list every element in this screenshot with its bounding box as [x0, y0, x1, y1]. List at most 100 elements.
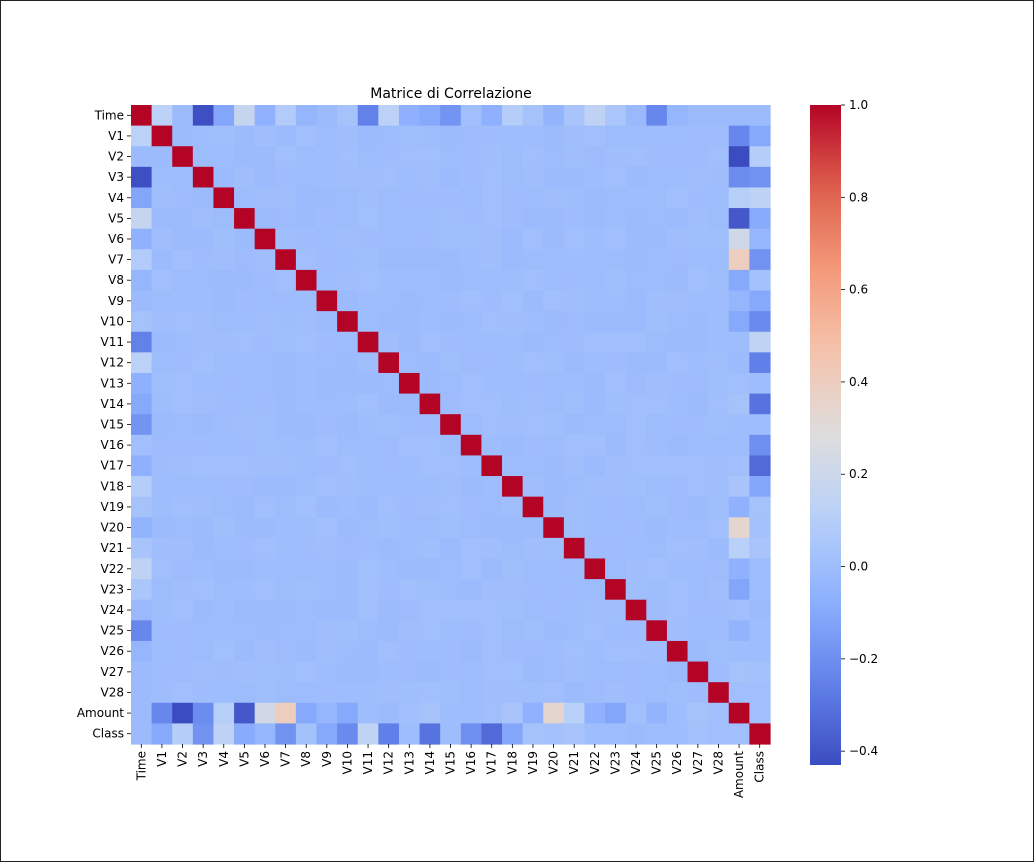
heatmap-cell-V28-Amount: [728, 682, 750, 704]
heatmap-cell-V8-V14: [419, 269, 441, 292]
heatmap-cell-V6-V7: [275, 228, 297, 250]
heatmap-cell-Class-V17: [481, 723, 503, 745]
heatmap-cell-V21-V10: [337, 537, 359, 560]
heatmap-cell-V27-V3: [192, 661, 215, 683]
heatmap-cell-V26-V3: [192, 640, 215, 663]
heatmap-cell-V12-V7: [275, 352, 297, 374]
heatmap-cell-V25-V21: [563, 620, 586, 642]
heatmap-cell-Class-V27: [687, 723, 709, 745]
heatmap-cell-V13-V16: [460, 372, 483, 395]
heatmap-cell-V7-Time: [131, 249, 153, 271]
heatmap-cell-V19-V2: [172, 496, 194, 518]
heatmap-cell-V19-V20: [543, 496, 565, 518]
heatmap-cell-V4-V5: [234, 187, 256, 209]
heatmap-cell-Class-V8: [295, 723, 318, 745]
heatmap-cell-V13-Time: [131, 372, 153, 395]
heatmap-cell-V14-V11: [357, 393, 379, 415]
heatmap-cell-V17-V21: [563, 455, 586, 477]
heatmap-cell-V18-V23: [605, 476, 627, 498]
heatmap-cell-V1-V8: [295, 125, 318, 147]
x-tick-label-V21: V21: [567, 751, 581, 774]
heatmap-cell-V16-V1: [151, 434, 173, 457]
heatmap-cell-V3-V9: [316, 166, 338, 189]
heatmap-cell-V3-Time: [131, 166, 153, 189]
heatmap-cell-V25-V26: [666, 620, 689, 642]
heatmap-cell-V5-V22: [584, 208, 606, 230]
heatmap-cell-V13-Class: [749, 372, 771, 395]
heatmap-cell-V15-V18: [502, 414, 524, 436]
heatmap-cell-V7-V12: [378, 249, 400, 271]
heatmap-cell-V23-V19: [522, 579, 544, 601]
heatmap-cell-V12-V19: [522, 352, 544, 374]
heatmap-cell-V12-V17: [481, 352, 503, 374]
heatmap-cell-V27-Amount: [728, 661, 750, 683]
heatmap-cell-V27-V20: [543, 661, 565, 683]
heatmap-cell-V3-V12: [378, 166, 400, 189]
heatmap-cell-V4-V9: [316, 187, 338, 209]
heatmap-cell-V26-V1: [151, 640, 173, 663]
x-tick-label-V11: V11: [361, 751, 375, 774]
heatmap-cell-V5-V18: [502, 208, 524, 230]
heatmap-cell-V22-Time: [131, 558, 153, 580]
heatmap-cell-V20-V21: [563, 517, 586, 539]
heatmap-cell-V26-V10: [337, 640, 359, 663]
heatmap-cell-V9-V24: [625, 290, 647, 312]
heatmap-cell-V23-V13: [398, 579, 421, 601]
heatmap-cell-Class-V16: [460, 723, 483, 745]
heatmap-cell-Amount-V12: [378, 702, 400, 724]
heatmap-cell-Time-V14: [419, 105, 441, 127]
heatmap-cell-V8-V11: [357, 269, 379, 292]
heatmap-cell-V16-V18: [502, 434, 524, 457]
heatmap-cell-V28-V23: [605, 682, 627, 704]
colorbar-tick-label: 0.4: [849, 375, 868, 389]
heatmap-cell-V24-V15: [440, 599, 462, 621]
heatmap-cell-V5-V23: [605, 208, 627, 230]
heatmap-cell-Amount-V25: [646, 702, 668, 724]
heatmap-cell-V16-V13: [398, 434, 421, 457]
heatmap-cell-V8-V15: [440, 269, 462, 292]
heatmap-cell-V18-V28: [708, 476, 730, 498]
x-tick-label-V19: V19: [526, 751, 540, 774]
x-tick-label-V1: V1: [155, 751, 169, 767]
heatmap-cell-V15-Amount: [728, 414, 750, 436]
heatmap-cell-V8-Time: [131, 269, 153, 292]
heatmap-cell-V23-Time: [131, 579, 153, 601]
heatmap-cell-V17-V26: [666, 455, 689, 477]
heatmap-cell-V28-V21: [563, 682, 586, 704]
heatmap-cell-V13-V21: [563, 372, 586, 395]
heatmap-cell-V14-V4: [213, 393, 235, 415]
heatmap-cell-Class-V13: [398, 723, 421, 745]
x-tick-label-V18: V18: [505, 751, 519, 774]
heatmap-cell-V9-V21: [563, 290, 586, 312]
heatmap-cell-V11-V17: [481, 331, 503, 353]
heatmap-cell-V6-V5: [234, 228, 256, 250]
heatmap-cell-Time-V1: [151, 105, 173, 127]
heatmap-cell-V20-V27: [687, 517, 709, 539]
heatmap-cell-V8-V25: [646, 269, 668, 292]
heatmap-cell-V20-V23: [605, 517, 627, 539]
heatmap-cell-V12-V22: [584, 352, 606, 374]
heatmap-cell-V2-V26: [666, 146, 689, 168]
heatmap-cell-V17-V22: [584, 455, 606, 477]
heatmap-cell-V24-Amount: [728, 599, 750, 621]
heatmap-cell-V14-V19: [522, 393, 544, 415]
heatmap-cell-V17-V23: [605, 455, 627, 477]
heatmap-cell-V18-V24: [625, 476, 647, 498]
heatmap-cell-V28-V10: [337, 682, 359, 704]
y-tick-label-V6: V6: [108, 232, 124, 246]
heatmap-cell-Time-V4: [213, 105, 235, 127]
heatmap-cell-V1-V6: [254, 125, 276, 147]
heatmap-cell-V25-Class: [749, 620, 771, 642]
y-tick-label-V4: V4: [108, 191, 124, 205]
heatmap-cell-Time-V20: [543, 105, 565, 127]
heatmap-cell-V3-V5: [234, 166, 256, 189]
y-tick-label-V14: V14: [101, 397, 124, 411]
x-tick-label-V3: V3: [196, 751, 210, 767]
heatmap-cell-Class-V23: [605, 723, 627, 745]
heatmap-cell-V24-Class: [749, 599, 771, 621]
heatmap-cell-V25-V22: [584, 620, 606, 642]
heatmap-cell-V9-V18: [502, 290, 524, 312]
heatmap-cell-V11-V10: [337, 331, 359, 353]
heatmap-cell-V25-V7: [275, 620, 297, 642]
heatmap-cell-Amount-V14: [419, 702, 441, 724]
